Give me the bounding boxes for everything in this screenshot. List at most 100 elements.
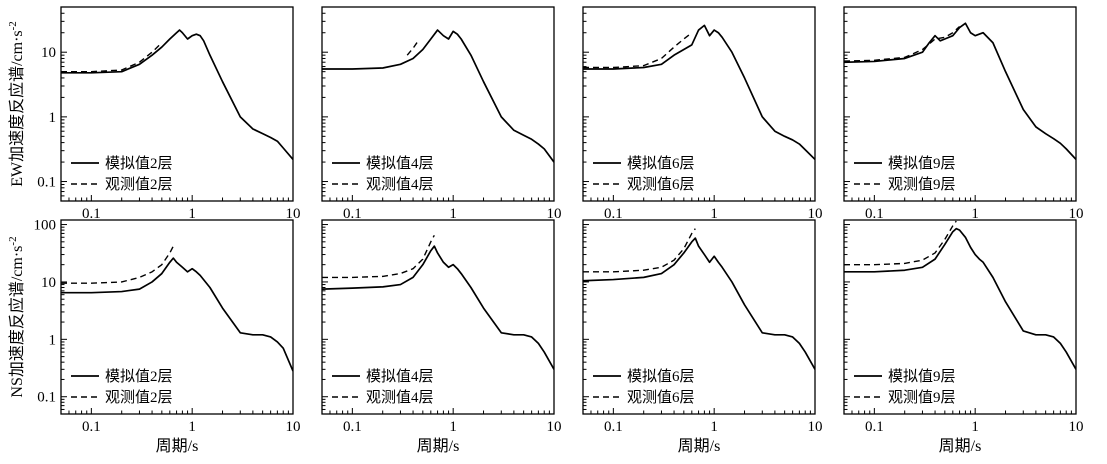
y-ticks (322, 224, 328, 415)
y-axis-title-superscript: -2 (7, 21, 19, 30)
x-axis-title: 周期/s (417, 437, 460, 455)
x-ticks (321, 408, 555, 414)
x-tick-label: 10 (1069, 206, 1084, 222)
x-tick-label: 10 (808, 419, 823, 435)
x-ticks (582, 408, 816, 414)
y-tick-label: 0.1 (37, 175, 56, 191)
panel-frame (843, 6, 1077, 202)
legend-label-observed: 观测值2层 (105, 176, 173, 193)
y-axis-title-text: EW加速度反应谱/cm·s (7, 30, 26, 186)
legend-label-simulated: 模拟值9层 (888, 368, 956, 385)
panel-frame (321, 219, 555, 415)
legend-label-simulated: 模拟值2层 (105, 155, 173, 172)
x-axis-title: 周期/s (678, 437, 721, 455)
panel-frame (321, 6, 555, 202)
observed-series-line (583, 228, 696, 273)
observed-series-line (583, 32, 693, 69)
legend-label-observed: 观测值6层 (627, 176, 695, 193)
x-tick-label: 1 (449, 419, 457, 435)
y-axis-title-superscript: -2 (7, 236, 19, 245)
y-ticks (583, 6, 589, 202)
legend-label-simulated: 模拟值9层 (888, 155, 956, 172)
legend-label-observed: 观测值6层 (627, 389, 695, 406)
x-ticks (843, 408, 1077, 414)
y-ticks (844, 224, 850, 415)
x-tick-label: 0.1 (604, 206, 623, 222)
legend-label-observed: 观测值2层 (105, 389, 173, 406)
panel-frame (582, 219, 816, 415)
legend-label-simulated: 模拟值6层 (627, 155, 695, 172)
x-tick-label: 10 (286, 419, 301, 435)
x-ticks (60, 195, 294, 201)
observed-series-line (61, 245, 174, 284)
x-ticks (321, 195, 555, 201)
y-axis-title-ew: EW加速度反应谱/cm·s-2 (7, 21, 26, 187)
simulated-series-line (583, 237, 815, 370)
x-tick-label: 10 (547, 206, 562, 222)
y-ticks (61, 224, 67, 415)
simulated-series-line (583, 24, 815, 160)
y-ticks (322, 6, 328, 202)
legend-label-observed: 观测值9层 (888, 176, 956, 193)
x-tick-label: 10 (808, 206, 823, 222)
panel-frame (60, 6, 294, 202)
x-ticks (582, 195, 816, 201)
panel-frame (60, 219, 294, 415)
x-axis-title: 周期/s (939, 437, 982, 455)
y-ticks (61, 6, 67, 202)
x-tick-label: 1 (449, 206, 457, 222)
observed-series-line (406, 40, 419, 56)
x-tick-label: 1 (710, 419, 718, 435)
observed-series-line (61, 42, 163, 73)
x-ticks (60, 408, 294, 414)
simulated-series-line (61, 29, 293, 160)
simulated-series-line (322, 245, 554, 370)
x-tick-label: 1 (188, 206, 196, 222)
y-axis-title-text: NS加速度反应谱/cm·s (7, 246, 26, 398)
legend-label-simulated: 模拟值4层 (366, 368, 434, 385)
simulated-series-line (61, 257, 293, 372)
legend-label-observed: 观测值4层 (366, 176, 434, 193)
x-tick-label: 0.1 (82, 419, 101, 435)
legend-label-simulated: 模拟值6层 (627, 368, 695, 385)
y-tick-label: 1 (49, 110, 57, 126)
y-tick-label: 10 (41, 275, 56, 291)
x-axis-title: 周期/s (156, 437, 199, 455)
y-axis-title-ns: NS加速度反应谱/cm·s-2 (7, 236, 26, 397)
legend-label-simulated: 模拟值2层 (105, 368, 173, 385)
panel-frame (582, 6, 816, 202)
x-tick-label: 0.1 (82, 206, 101, 222)
y-ticks (583, 224, 589, 415)
x-tick-label: 0.1 (343, 206, 362, 222)
y-tick-label: 0.1 (37, 390, 56, 406)
legend-label-observed: 观测值4层 (366, 389, 434, 406)
row-ns: NS加速度反应谱/cm·s-2 0.1 1 10 100 0.1 1 10 周期/s 模拟值2层观… (7, 218, 1084, 455)
x-tick-label: 10 (1069, 419, 1084, 435)
x-tick-label: 0.1 (865, 206, 884, 222)
legend-label-simulated: 模拟值4层 (366, 155, 434, 172)
panel-frame (843, 219, 1077, 415)
y-tick-label: 1 (49, 332, 57, 348)
x-tick-label: 10 (286, 206, 301, 222)
x-tick-label: 0.1 (343, 419, 362, 435)
observed-series-line (844, 220, 957, 266)
x-tick-label: 1 (710, 206, 718, 222)
x-tick-label: 1 (188, 419, 196, 435)
